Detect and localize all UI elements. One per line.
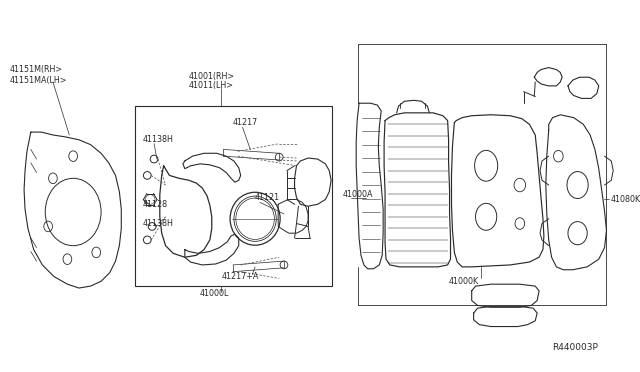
Text: R440003P: R440003P xyxy=(552,343,598,352)
Text: 41151MA(LH>: 41151MA(LH> xyxy=(10,76,67,84)
Text: 41001(RH>: 41001(RH> xyxy=(189,72,235,81)
Text: 41138H: 41138H xyxy=(143,135,173,144)
Text: 41151M(RH>: 41151M(RH> xyxy=(10,65,63,74)
Text: 41138H: 41138H xyxy=(143,219,173,228)
Text: 41000K: 41000K xyxy=(449,277,479,286)
Text: 41121: 41121 xyxy=(254,193,279,202)
Text: 41080K: 41080K xyxy=(611,195,640,204)
Text: 41217: 41217 xyxy=(233,118,258,127)
Bar xyxy=(135,106,332,286)
Text: 41217+A: 41217+A xyxy=(221,272,259,281)
Text: 41128: 41128 xyxy=(143,200,168,209)
Text: 41011(LH>: 41011(LH> xyxy=(189,81,234,90)
Text: 41000L: 41000L xyxy=(199,289,228,298)
Text: 41000A: 41000A xyxy=(342,190,373,199)
